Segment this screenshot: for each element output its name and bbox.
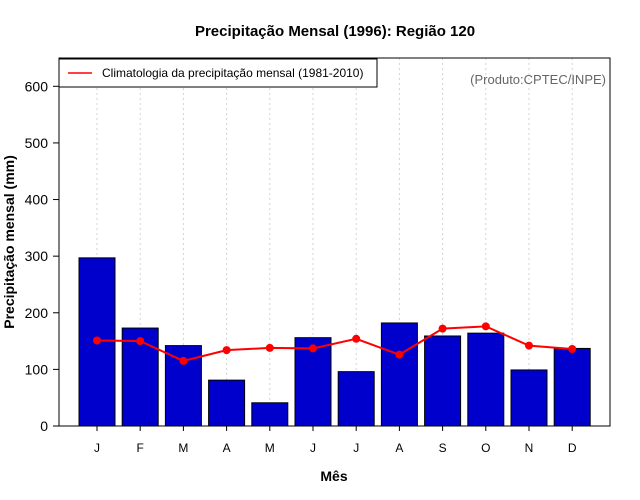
x-axis-label: Mês [320,468,347,484]
x-tick-label: J [94,441,100,455]
y-axis: 0 100 200 300 400 500 600 [25,78,59,434]
climatology-polyline [96,325,573,362]
climatology-point-11 [568,345,577,354]
x-tick-label: A [395,441,403,455]
y-tick-label: 400 [25,192,49,208]
y-tick-label: 100 [25,361,49,377]
y-tick-label: 300 [25,248,49,264]
climatology-point-10 [525,341,533,350]
bar-9 [467,332,505,427]
climatology-point-4 [265,343,274,352]
bar-10 [510,369,548,427]
climatology-point-7 [395,350,404,359]
legend: Climatologia da precipitação mensal (198… [58,58,378,88]
y-tick-label: 500 [25,135,49,151]
bars [78,257,591,427]
x-tick-label: M [265,441,275,455]
x-tick-label: O [481,441,490,455]
bar-4 [251,402,289,427]
bar-5 [294,337,332,427]
x-tick-label: F [137,441,144,455]
x-tick-label: J [353,441,359,455]
x-tick-label: J [310,441,316,455]
legend-label: Climatologia da precipitação mensal (198… [102,66,363,80]
chart-title: Precipitação Mensal (1996): Região 120 [195,23,475,40]
climatology-point-0 [93,336,101,345]
y-tick-label: 600 [25,78,49,94]
climatology-point-3 [222,346,231,355]
x-tick-label: A [223,441,231,455]
x-tick-label: N [525,441,534,455]
climatology-point-2 [179,356,188,365]
bar-6 [337,371,375,427]
climatology-point-8 [438,324,447,333]
y-axis-label: Precipitação mensal (mm) [1,155,17,329]
climatology-point-5 [309,344,317,353]
x-tick-label: M [178,441,188,455]
y-tick-label: 200 [25,305,49,321]
bar-8 [424,335,462,427]
bar-7 [380,322,418,427]
y-tick-label: 0 [40,418,48,434]
climatology-point-6 [352,334,361,343]
climatology-point-1 [136,337,145,346]
plot-frame [58,57,611,427]
bar-11 [553,347,591,427]
legend-box [58,58,378,88]
climatology-point-9 [481,322,490,331]
x-tick-label: D [568,441,577,455]
credit-text: (Produto:CPTEC/INPE) [470,72,606,87]
climatology-line [93,322,577,365]
bar-3 [208,379,246,427]
x-tick-label: S [439,441,447,455]
